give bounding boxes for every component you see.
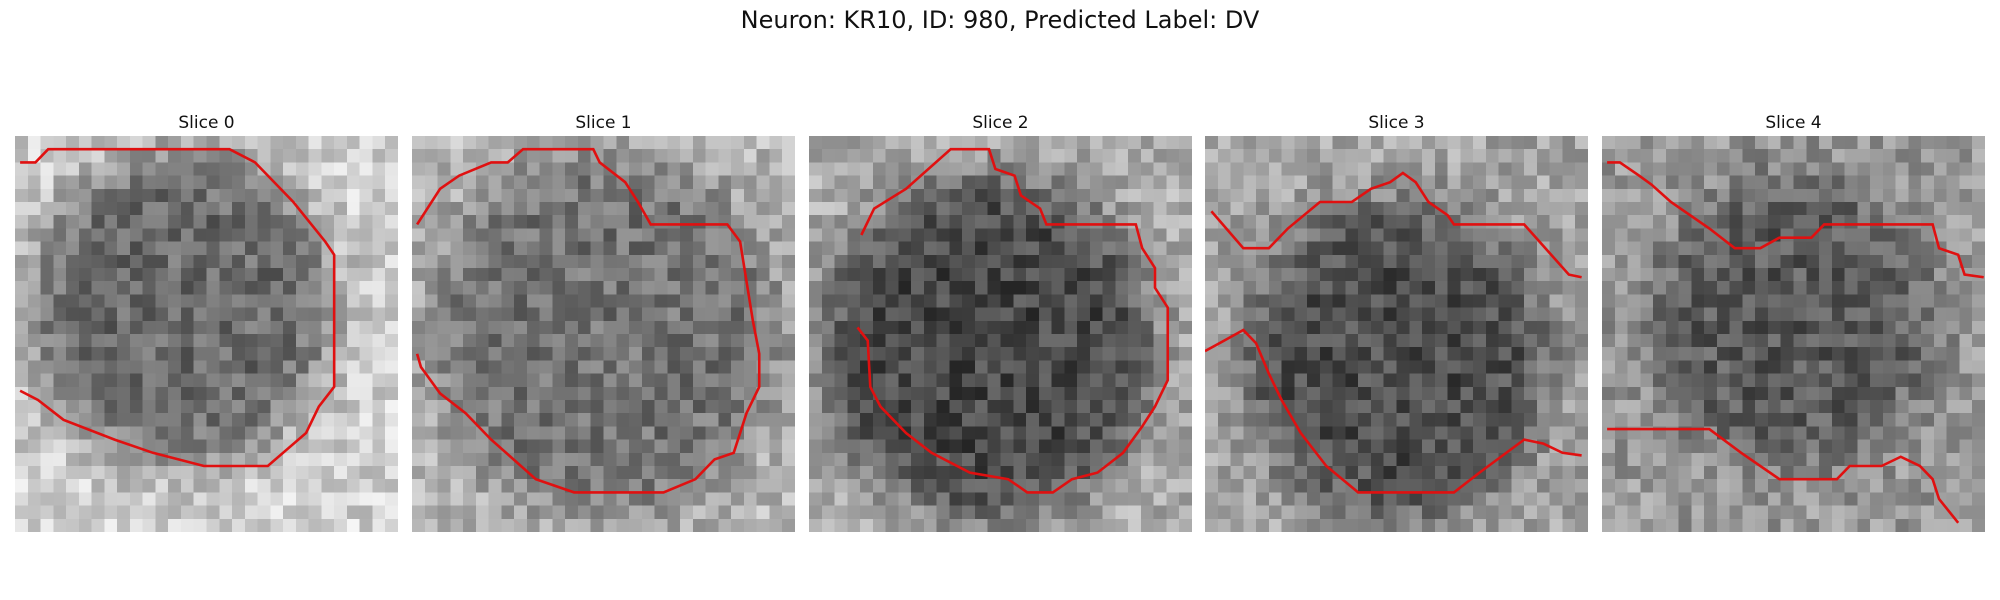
figure-title: Neuron: KR10, ID: 980, Predicted Label: … [740, 6, 1260, 34]
slice-image [15, 136, 398, 532]
slice-title: Slice 2 [972, 113, 1029, 133]
pixels [412, 136, 795, 532]
slice-panel: Slice 0 [15, 110, 398, 532]
contour [1607, 429, 1958, 523]
pixels [809, 136, 1192, 532]
slice-panel: Slice 2 [809, 110, 1192, 532]
slice-panel: Slice 4 [1602, 110, 1985, 532]
slice-panel: Slice 3 [1205, 110, 1588, 532]
pixels [15, 136, 398, 532]
slice-image [1205, 136, 1588, 532]
slice-panel: Slice 1 [412, 110, 795, 532]
contour [1607, 162, 1984, 277]
pixels [1205, 136, 1588, 532]
contour [417, 149, 759, 492]
contour [1205, 330, 1582, 492]
contour [20, 149, 334, 466]
slice-image [809, 136, 1192, 532]
slice-title: Slice 3 [1368, 113, 1425, 133]
slice-title: Slice 4 [1765, 113, 1822, 133]
slice-image [412, 136, 795, 532]
slice-image [1602, 136, 1985, 532]
contour [1211, 173, 1581, 277]
slice-title: Slice 1 [575, 113, 632, 133]
slice-title: Slice 0 [178, 113, 235, 133]
contour [858, 149, 1168, 492]
